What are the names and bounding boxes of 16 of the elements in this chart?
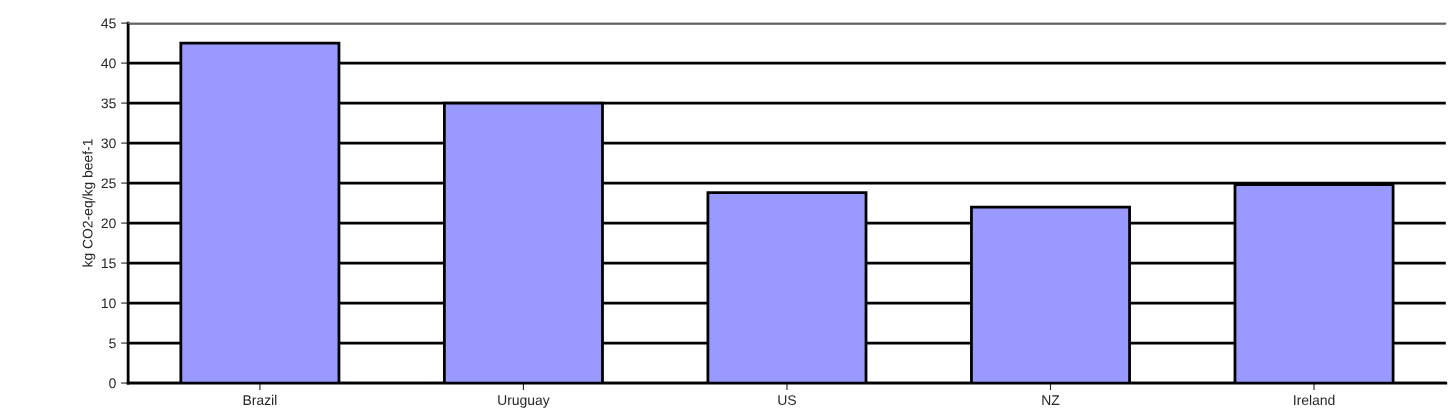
y-tick-label: 30 [101, 138, 116, 149]
x-tick-label: Brazil [243, 394, 277, 406]
y-tick-label: 10 [101, 298, 116, 309]
x-tick-label: Uruguay [498, 395, 550, 408]
y-tick-label: 35 [101, 98, 116, 109]
y-tick-label: 40 [101, 58, 116, 69]
y-tick-label: 15 [101, 258, 116, 269]
y-axis-title: kg CO2-eq/kg beef-1 [82, 139, 96, 267]
x-tick-label: NZ [1042, 395, 1060, 405]
y-tick-label: 5 [109, 338, 116, 349]
y-tick-label: 45 [101, 18, 116, 29]
y-tick-label: 25 [101, 178, 116, 189]
x-tick-label: US [778, 395, 796, 406]
x-tick-label: Ireland [1294, 394, 1335, 406]
y-tick-label: 0 [109, 378, 116, 389]
y-tick-label: 20 [101, 218, 116, 229]
